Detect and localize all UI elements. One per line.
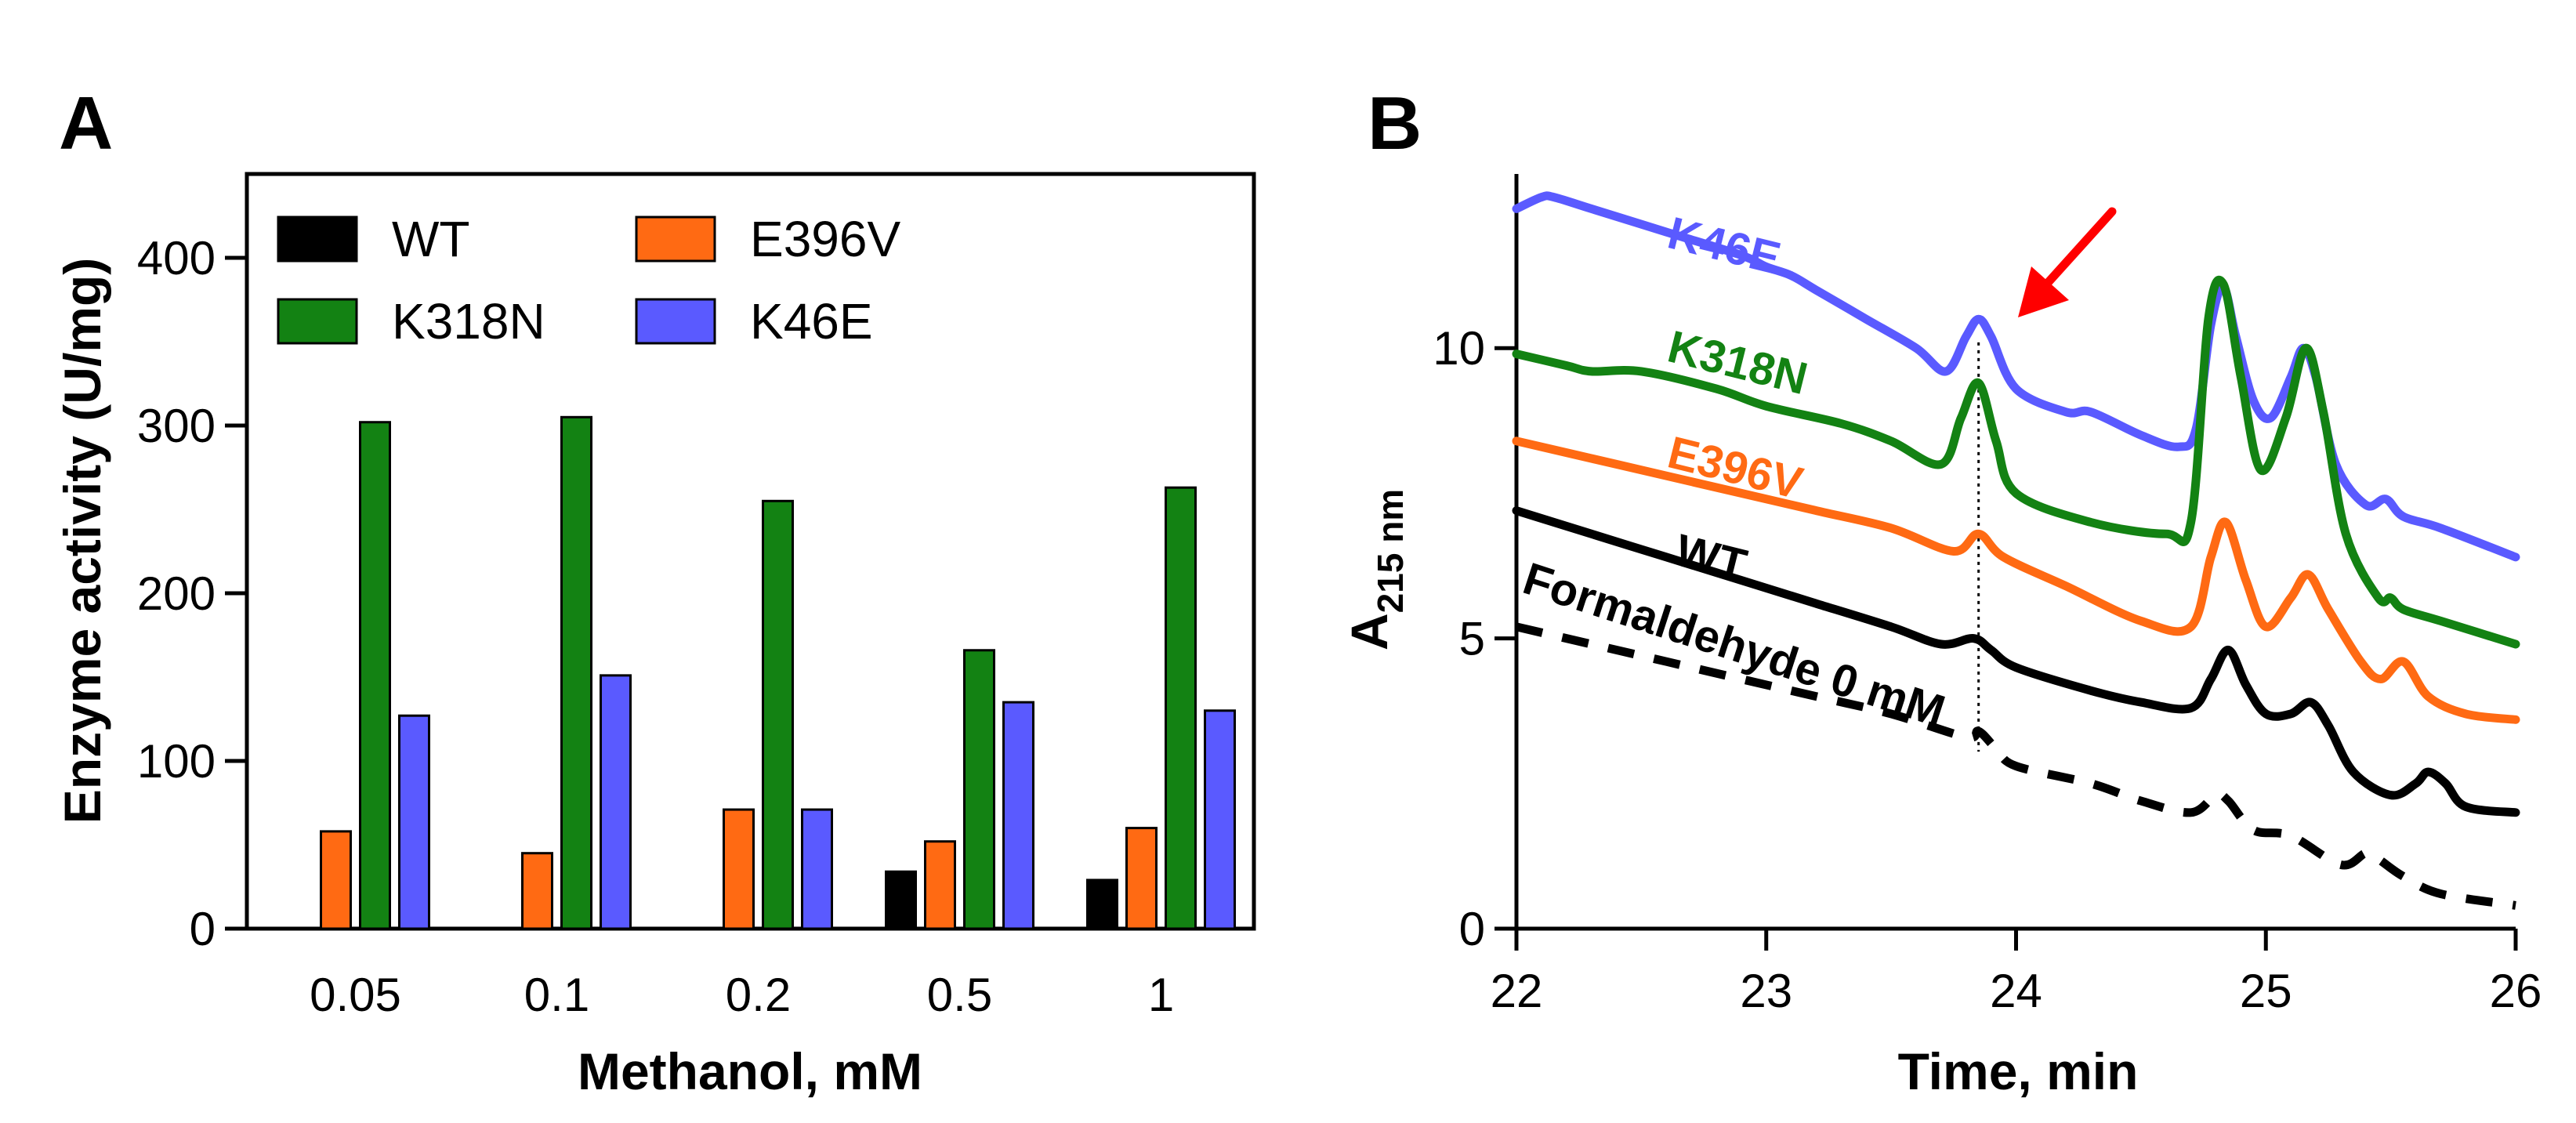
panel-b-y-axis: 0 5 10 (1433, 322, 1516, 955)
y-tick-label: 0 (190, 903, 216, 955)
legend-label-wt: WT (392, 211, 470, 267)
bar-wt-1 (1086, 878, 1118, 930)
x-tick-label: 26 (2490, 965, 2542, 1017)
panel-b-y-axis-title: A215 nm (1340, 489, 1411, 650)
legend-label-k46e: K46E (750, 293, 873, 350)
legend-swatch-e396v (635, 216, 716, 263)
bar-k318n-1 (1165, 486, 1197, 930)
trace-k318n (1512, 276, 2520, 649)
x-tick-label: 0.1 (524, 969, 589, 1021)
x-tick-label: 0.2 (726, 969, 791, 1021)
arrow-shaft (2042, 207, 2117, 288)
bar-k318n-0-05 (359, 421, 391, 930)
panel-b-line-chart: B Time, min A215 nm 0 5 10 22 23 24 25 26 K46E… (1340, 82, 2542, 1100)
y-tick-label: 400 (137, 232, 216, 284)
panel-b-arrow (2018, 207, 2117, 317)
bar-k318n-0-5 (963, 649, 995, 930)
bar-k46e-0-1 (600, 674, 632, 930)
x-tick-label: 22 (1491, 965, 1543, 1017)
legend-label-k318n: K318N (392, 293, 545, 350)
bar-e396v-0-1 (521, 852, 553, 930)
y-tick-label: 0 (1459, 903, 1485, 955)
panel-a-x-axis: 0.05 0.1 0.2 0.5 1 (310, 969, 1174, 1021)
panel-a-bar-chart: A Enzyme activity (U/mg) Methanol, mM 0 1… (53, 82, 1256, 1100)
panel-b-y-axis-title-subscript: 215 nm (1370, 489, 1411, 614)
x-tick-label: 25 (2240, 965, 2292, 1017)
y-tick-label: 5 (1459, 613, 1485, 665)
trace-e396v (1512, 437, 2520, 724)
y-tick-label: 300 (137, 400, 216, 452)
panel-a-x-axis-title: Methanol, mM (578, 1042, 922, 1100)
panel-b-x-axis: 22 23 24 25 26 (1491, 929, 2542, 1017)
trace-label-e396v: E396V (1663, 427, 1808, 509)
y-tick-label: 200 (137, 567, 216, 620)
bar-e396v-0-2 (723, 808, 755, 930)
bar-e396v-1 (1125, 827, 1158, 930)
legend-swatch-k46e (635, 298, 716, 345)
x-tick-label: 0.05 (310, 969, 401, 1021)
arrow-head (2018, 266, 2069, 317)
legend-label-e396v: E396V (750, 211, 900, 267)
legend-swatch-wt (277, 216, 358, 263)
bar-k46e-1 (1204, 709, 1236, 930)
bar-wt-0-5 (885, 870, 917, 930)
panel-a-bars (320, 415, 1236, 930)
y-tick-label: 100 (137, 735, 216, 788)
panel-a-letter: A (59, 82, 113, 165)
panel-b-y-axis-title-main: A215 nm (1340, 489, 1411, 650)
x-tick-label: 24 (1990, 965, 2042, 1017)
panel-b-traces (1512, 191, 2520, 910)
panel-a-y-axis-title: Enzyme activity (U/mg) (53, 258, 111, 824)
panel-b-y-axis-title-letter: A (1340, 613, 1398, 650)
trace-label-wt: WT (1671, 525, 1752, 592)
legend-swatch-k318n (277, 298, 358, 345)
bar-k46e-0-5 (1002, 701, 1034, 930)
bar-e396v-0-5 (924, 840, 956, 930)
bar-e396v-0-05 (320, 830, 352, 930)
trace-wt (1512, 506, 2520, 817)
panel-b-x-axis-title: Time, min (1898, 1042, 2139, 1100)
bar-k318n-0-2 (762, 499, 794, 930)
panel-b-letter: B (1368, 82, 1422, 165)
x-tick-label: 0.5 (927, 969, 992, 1021)
panel-a-legend: WT E396V K318N K46E (277, 211, 900, 350)
y-tick-label: 10 (1433, 322, 1485, 375)
panel-a-y-axis: 0 100 200 300 400 (137, 232, 247, 955)
bar-k318n-0-1 (560, 415, 592, 930)
bar-k46e-0-05 (398, 714, 430, 930)
trace-formaldehyde-0-mm (1515, 622, 2516, 910)
bar-k46e-0-2 (801, 808, 833, 930)
trace-label-k46e: K46E (1663, 208, 1786, 284)
x-tick-label: 1 (1148, 969, 1174, 1021)
x-tick-label: 23 (1740, 965, 1792, 1017)
